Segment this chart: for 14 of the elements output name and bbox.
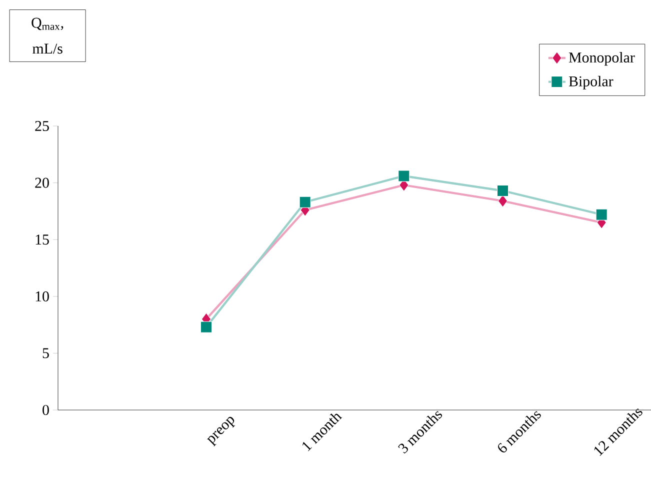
point	[200, 321, 212, 333]
point	[398, 170, 410, 182]
y-tick-label: 5	[42, 348, 49, 358]
point	[299, 196, 311, 208]
point	[497, 185, 509, 196]
y-tick-label: 0	[42, 404, 49, 416]
y-axis-title: Q$_{max}$, mL/s	[32, 18, 64, 54]
legend-label: Bipolar	[568, 76, 614, 90]
y-tick-label: 15	[36, 234, 49, 245]
y-tick-label: 20	[35, 178, 49, 188]
y-tick-label: 10	[36, 291, 49, 302]
y-tick-label: 25	[35, 120, 49, 132]
legend-label: Monopolar	[568, 52, 635, 66]
point	[596, 208, 608, 220]
